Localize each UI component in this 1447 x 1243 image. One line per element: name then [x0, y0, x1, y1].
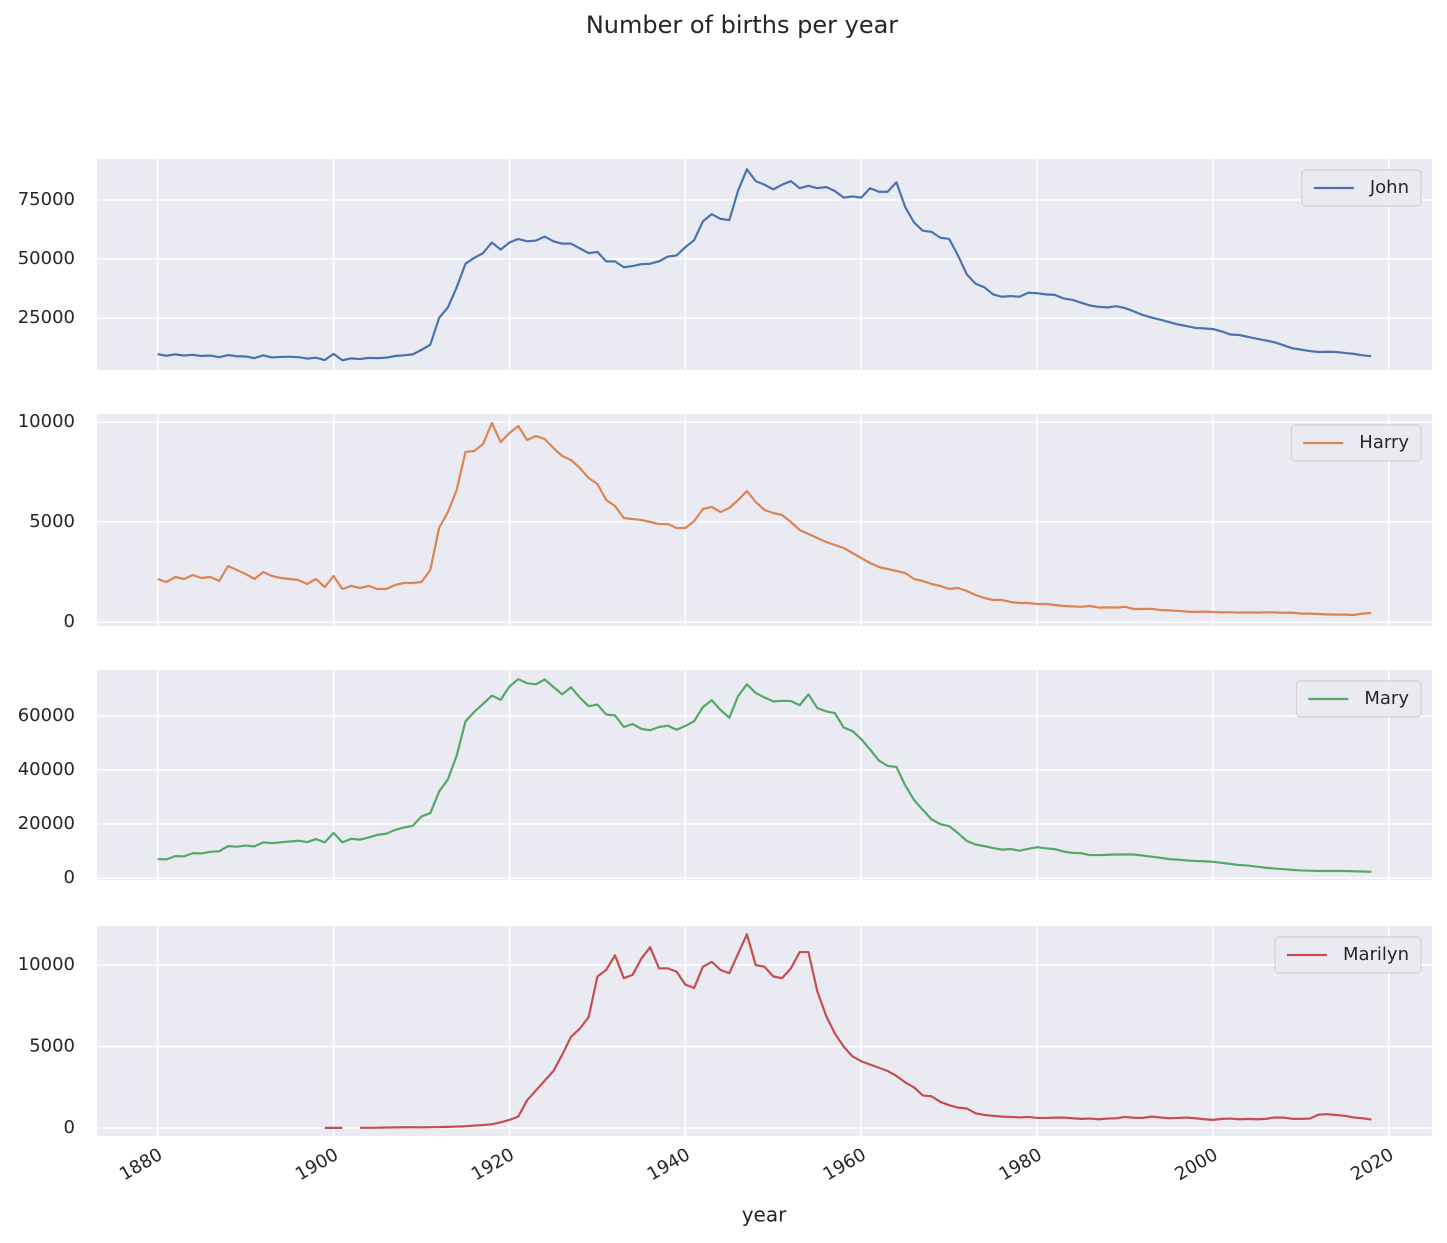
legend-label: Mary: [1364, 688, 1409, 709]
y-tick-label: 10000: [18, 411, 75, 432]
chart-title: Number of births per year: [586, 11, 898, 39]
panel: 0 5000 10000 Harry: [18, 411, 1432, 632]
y-tick-label: 0: [64, 611, 75, 632]
y-tick-label: 25000: [18, 307, 75, 328]
x-tick-label: 2020: [1347, 1144, 1397, 1185]
x-tick-label: 1880: [116, 1144, 166, 1185]
legend: Mary: [1295, 680, 1422, 718]
y-tick-label: 40000: [18, 759, 75, 780]
series-line: [324, 933, 1372, 1129]
y-tick-label: 75000: [18, 189, 75, 210]
y-tick-label: 60000: [18, 705, 75, 726]
panel: 1880 1900 1920 1940 1960 1980 2000 2020 0 5000 100…: [18, 926, 1432, 1185]
legend-label: Harry: [1359, 432, 1409, 453]
legend: Harry: [1290, 424, 1422, 462]
legend-frame: [1301, 169, 1422, 207]
x-tick-label: 1940: [644, 1144, 694, 1185]
plot-area: [97, 159, 1432, 370]
y-tick-label: 5000: [29, 511, 75, 532]
y-tick-label: 10000: [18, 954, 75, 975]
series-line: [157, 421, 1372, 617]
x-tick-label: 1900: [292, 1144, 342, 1185]
y-tick-label: 0: [64, 867, 75, 888]
plot-area: [97, 414, 1432, 626]
series-group: [324, 933, 1372, 1129]
plot-area: [97, 670, 1432, 880]
y-tick-label: 5000: [29, 1036, 75, 1057]
series-line: [157, 678, 1372, 873]
legend-label: John: [1369, 177, 1409, 198]
series-line: [157, 168, 1372, 362]
x-tick-label: 1920: [468, 1144, 518, 1185]
panel: 25000 50000 75000 John: [18, 159, 1432, 370]
panel: 0 20000 40000 60000 Mary: [18, 670, 1432, 888]
series-group: [157, 678, 1372, 873]
legend: John: [1301, 169, 1422, 207]
x-axis-label: year: [742, 1203, 787, 1227]
series-group: [157, 421, 1372, 617]
legend-frame: [1274, 936, 1422, 974]
series-group: [157, 168, 1372, 362]
y-tick-label: 20000: [18, 813, 75, 834]
legend-frame: [1295, 680, 1422, 718]
y-tick-label: 0: [64, 1117, 75, 1138]
legend-label: Marilyn: [1343, 944, 1409, 965]
plot-area: [97, 926, 1432, 1136]
x-tick-label: 1960: [820, 1144, 870, 1185]
x-tick-label: 2000: [1171, 1144, 1221, 1185]
x-tick-label: 1980: [995, 1144, 1045, 1185]
legend: Marilyn: [1274, 936, 1422, 974]
legend-frame: [1290, 424, 1422, 462]
y-tick-label: 50000: [18, 248, 75, 269]
